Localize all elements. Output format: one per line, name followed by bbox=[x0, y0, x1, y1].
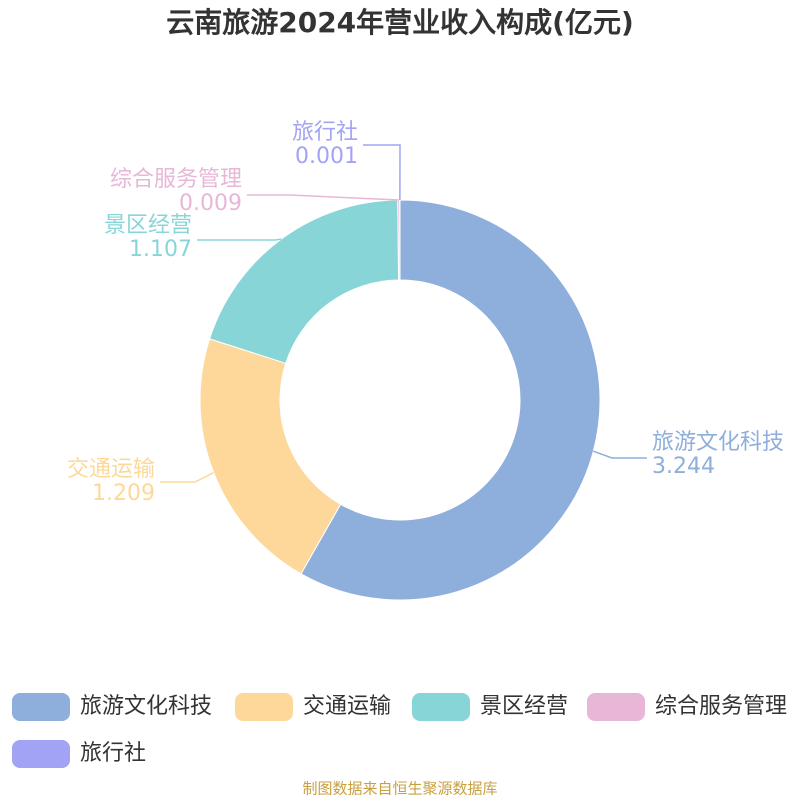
legend-label: 旅行社 bbox=[80, 741, 146, 766]
leader-line bbox=[247, 194, 399, 201]
slice bbox=[199, 338, 342, 575]
slice bbox=[208, 199, 400, 364]
slice-value: 0.001 bbox=[295, 144, 358, 169]
leader-line bbox=[593, 450, 647, 459]
legend-label: 旅游文化科技 bbox=[80, 694, 212, 719]
legend-swatch bbox=[412, 693, 470, 721]
slice-value: 1.107 bbox=[129, 237, 192, 262]
legend-label: 交通运输 bbox=[303, 694, 391, 719]
slice bbox=[300, 199, 601, 601]
leader-line bbox=[197, 238, 282, 241]
slice-value: 0.009 bbox=[179, 191, 242, 216]
legend-swatch bbox=[587, 693, 645, 721]
source: 制图数据来自恒生聚源数据库 bbox=[302, 780, 497, 798]
slice-label: 旅行社 bbox=[292, 120, 358, 145]
legend-label: 景区经营 bbox=[480, 694, 568, 719]
slice-value: 3.244 bbox=[652, 454, 715, 479]
leader-line bbox=[363, 144, 401, 201]
slice-label: 综合服务管理 bbox=[110, 167, 242, 192]
slice-value: 1.209 bbox=[92, 481, 155, 506]
slice-label: 旅游文化科技 bbox=[652, 430, 784, 455]
slice-label: 交通运输 bbox=[67, 457, 155, 482]
legend-swatch bbox=[235, 693, 293, 721]
legend-swatch bbox=[12, 693, 70, 721]
legend-label: 综合服务管理 bbox=[655, 694, 787, 719]
legend-swatch bbox=[12, 740, 70, 768]
slice-label: 景区经营 bbox=[104, 213, 192, 238]
leader-line bbox=[160, 471, 214, 483]
chart-title: 云南旅游2024年营业收入构成(亿元) bbox=[166, 6, 634, 39]
